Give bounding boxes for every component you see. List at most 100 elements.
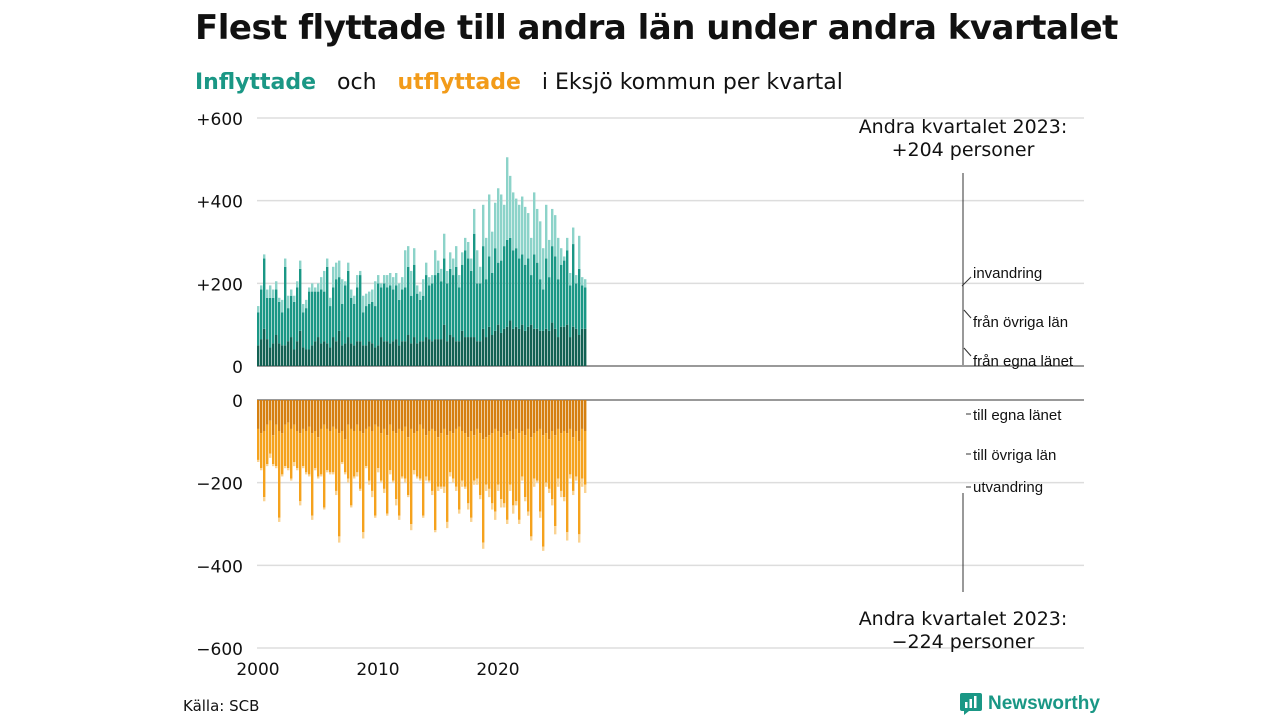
bar-out-utvandring — [257, 459, 260, 462]
bar-in-från-egna-länet — [341, 345, 344, 366]
bar-in-från-övriga-län — [356, 287, 359, 342]
bar-in-från-övriga-län — [380, 287, 383, 338]
bar-out-till-övriga-län — [434, 431, 437, 531]
bar-in-från-egna-länet — [494, 330, 497, 366]
bar-out-utvandring — [323, 507, 326, 510]
bar-out-utvandring — [581, 478, 584, 487]
bar-in-invandring — [335, 262, 338, 280]
bar-in-från-övriga-län — [395, 285, 398, 340]
bar-in-invandring — [284, 258, 287, 267]
label-invandring: invandring — [973, 265, 1042, 282]
bar-out-till-egna-länet — [443, 400, 446, 429]
bar-out-till-egna-länet — [428, 400, 431, 431]
bar-in-från-övriga-län — [581, 285, 584, 329]
bar-in-invandring — [569, 273, 572, 286]
bar-out-till-egna-länet — [491, 400, 494, 434]
bar-out-till-övriga-län — [449, 431, 452, 473]
bar-out-utvandring — [368, 480, 371, 485]
bar-in-från-övriga-län — [584, 287, 587, 329]
bar-in-från-övriga-län — [539, 279, 542, 331]
bar-in-från-övriga-län — [287, 308, 290, 342]
bar-out-till-övriga-län — [275, 424, 278, 467]
bar-in-från-egna-länet — [563, 326, 566, 366]
bar-in-från-egna-länet — [275, 335, 278, 366]
bar-out-utvandring — [437, 486, 440, 491]
bar-out-utvandring — [488, 488, 491, 498]
bar-out-till-övriga-län — [272, 435, 275, 465]
bar-out-till-egna-länet — [341, 400, 344, 431]
bar-in-från-övriga-län — [446, 283, 449, 342]
logo-icon — [960, 693, 982, 715]
y-tick-label: −200 — [196, 475, 243, 495]
bar-out-utvandring — [389, 470, 392, 475]
bar-out-till-egna-länet — [431, 400, 434, 429]
bar-out-till-egna-länet — [470, 400, 473, 431]
bar-in-invandring — [422, 279, 425, 296]
bar-out-utvandring — [485, 484, 488, 491]
bar-in-invandring — [440, 268, 443, 282]
bar-out-till-övriga-län — [305, 431, 308, 473]
bar-out-utvandring — [272, 464, 275, 467]
bar-in-invandring — [359, 270, 362, 276]
bar-in-från-egna-länet — [452, 337, 455, 366]
bar-in-från-övriga-län — [329, 306, 332, 348]
bar-out-utvandring — [440, 486, 443, 489]
bar-out-till-egna-länet — [383, 400, 386, 429]
bar-out-till-egna-länet — [368, 400, 371, 427]
bar-in-invandring — [377, 275, 380, 284]
bar-out-till-övriga-län — [317, 437, 320, 477]
bar-out-till-övriga-län — [299, 433, 302, 502]
bar-in-invandring — [407, 246, 410, 267]
bar-in-invandring — [563, 256, 566, 261]
bar-in-från-övriga-län — [425, 275, 428, 338]
bar-out-till-egna-länet — [452, 400, 455, 434]
bar-out-utvandring — [317, 476, 320, 479]
bar-in-från-övriga-län — [548, 277, 551, 331]
bar-out-utvandring — [491, 503, 494, 510]
bar-out-till-övriga-län — [479, 433, 482, 496]
bar-out-till-egna-länet — [302, 400, 305, 429]
bar-in-invandring — [290, 289, 293, 296]
bar-in-invandring — [452, 258, 455, 276]
bar-in-från-egna-länet — [557, 337, 560, 366]
bar-out-till-egna-länet — [512, 400, 515, 440]
bar-in-invandring — [419, 291, 422, 300]
bar-out-till-övriga-län — [428, 431, 431, 481]
bar-out-utvandring — [512, 505, 515, 514]
bar-out-utvandring — [551, 499, 554, 506]
bar-out-till-övriga-län — [503, 433, 506, 504]
bar-in-från-övriga-län — [275, 289, 278, 335]
bar-out-utvandring — [383, 488, 386, 493]
bar-out-till-övriga-län — [506, 435, 509, 520]
bar-out-utvandring — [374, 515, 377, 518]
bar-out-till-egna-länet — [566, 400, 569, 434]
bar-out-utvandring — [353, 476, 356, 479]
bar-in-från-egna-länet — [479, 341, 482, 366]
bar-in-från-egna-länet — [578, 335, 581, 366]
bar-out-utvandring — [419, 478, 422, 481]
y-tick-label: 0 — [232, 358, 243, 378]
bar-in-från-övriga-län — [296, 287, 299, 342]
bar-in-från-egna-länet — [434, 339, 437, 366]
bar-out-till-egna-länet — [497, 400, 500, 431]
bar-in-från-egna-länet — [371, 343, 374, 366]
bar-out-till-egna-länet — [542, 400, 545, 436]
bar-in-invandring — [320, 277, 323, 290]
bar-in-invandring — [557, 237, 560, 280]
bar-in-från-egna-länet — [284, 345, 287, 366]
bar-in-invandring — [542, 248, 545, 290]
bar-in-från-egna-länet — [485, 337, 488, 366]
bar-in-invandring — [551, 208, 554, 247]
bar-in-från-övriga-län — [530, 275, 533, 325]
bar-in-från-egna-länet — [269, 347, 272, 366]
bar-in-från-övriga-län — [488, 256, 491, 327]
bar-out-till-övriga-län — [545, 433, 548, 483]
bar-out-till-övriga-län — [446, 435, 449, 522]
bar-out-till-övriga-län — [269, 420, 272, 454]
bar-in-invandring — [383, 275, 386, 284]
bar-in-från-egna-länet — [404, 341, 407, 366]
bar-out-utvandring — [281, 474, 284, 477]
bar-in-från-övriga-län — [515, 248, 518, 327]
bar-out-till-egna-länet — [416, 400, 419, 431]
bar-out-till-övriga-län — [467, 437, 470, 504]
